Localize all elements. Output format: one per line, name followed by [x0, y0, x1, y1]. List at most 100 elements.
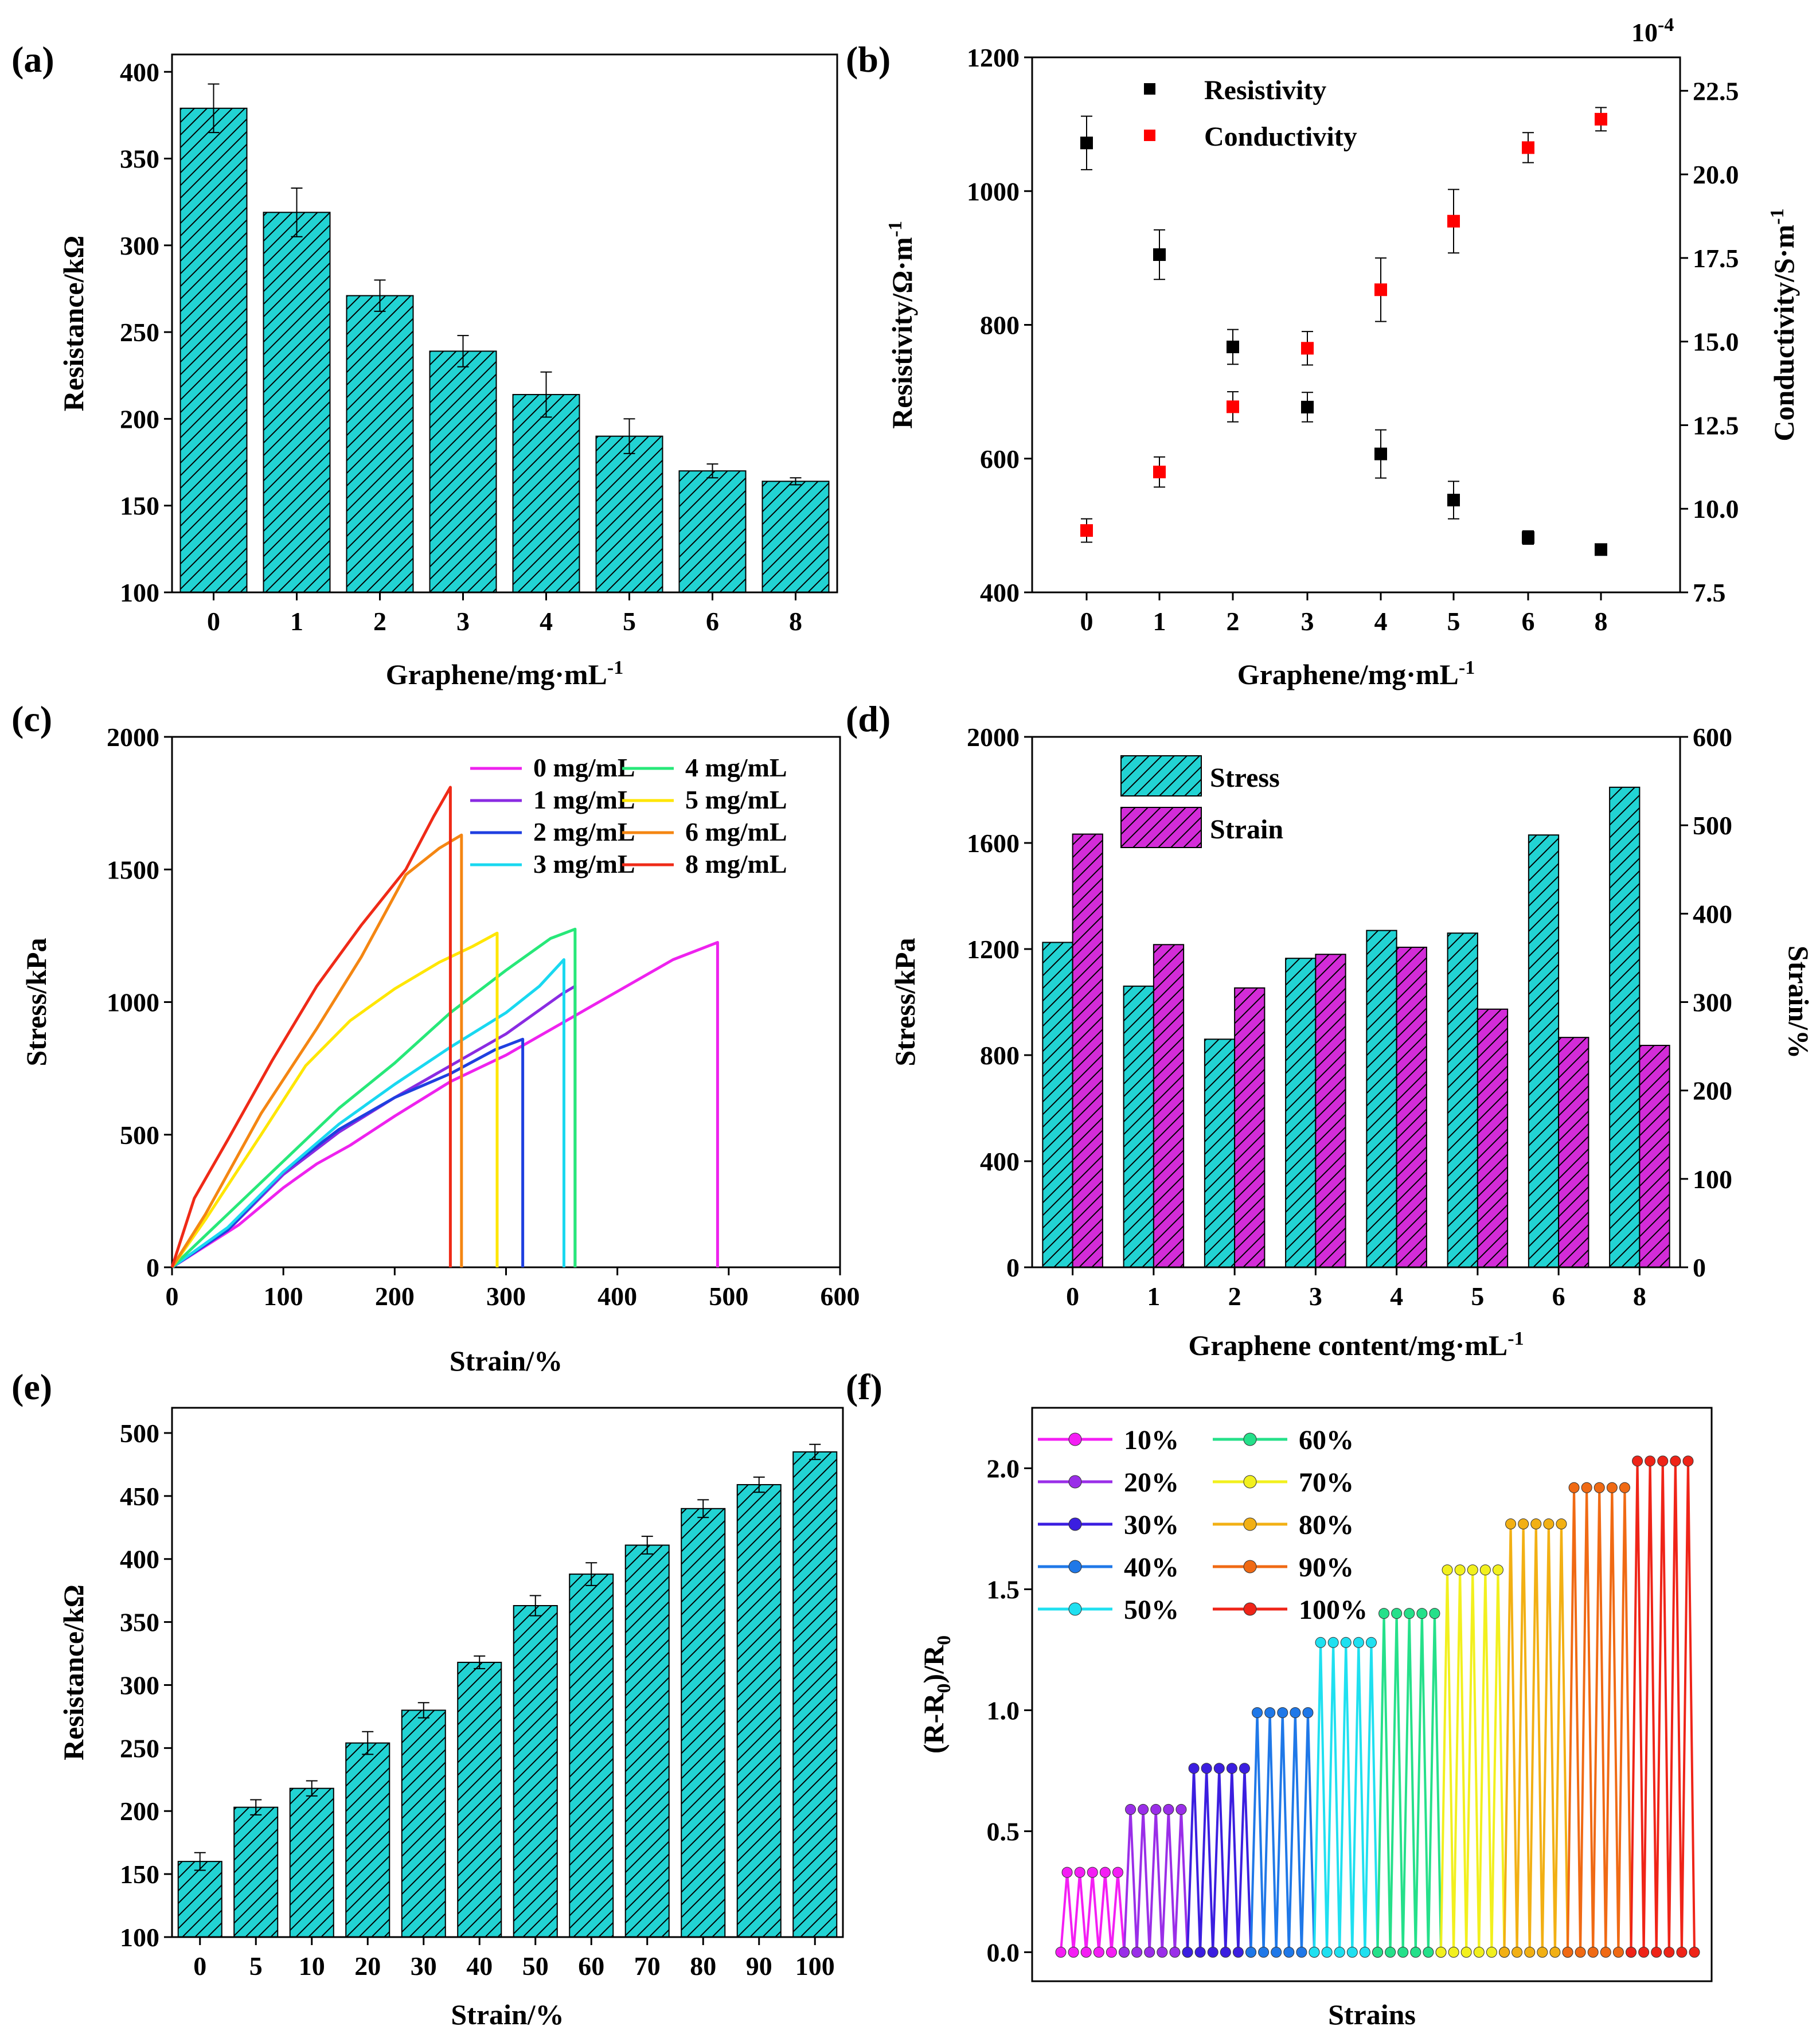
point-conductivity-8 — [1595, 112, 1607, 126]
legend-c-label-6: 6 mg/mL — [685, 817, 787, 846]
b-ytick-label-right-6: 22.5 — [1693, 76, 1739, 106]
point-f-30pct-9 — [1239, 1763, 1250, 1774]
e-xtick-label-3: 20 — [354, 1951, 381, 1981]
d-xtick-label-0: 0 — [1066, 1282, 1079, 1311]
legend-d-stress-swatch — [1120, 755, 1202, 797]
panel-label-c: (c) — [11, 698, 52, 739]
point-f-100pct-7 — [1670, 1455, 1681, 1467]
c-xtick-label-5: 500 — [709, 1282, 748, 1311]
c-x-axis-title: Strain/% — [450, 1345, 563, 1377]
e-ytick-label-left-1: 150 — [120, 1860, 159, 1889]
point-f-50pct-0 — [1309, 1946, 1320, 1958]
chart-b-resistivity-conductivity: 400 600 800 1000 1200 7.5 10.0 12.5 15.0 17.5 20.0… — [885, 14, 1800, 690]
point-f-70pct-5 — [1467, 1564, 1478, 1576]
point-f-90pct-4 — [1587, 1946, 1599, 1958]
point-f-80pct-5 — [1530, 1518, 1542, 1530]
point-f-90pct-2 — [1575, 1946, 1586, 1958]
bar-e-5 — [233, 1806, 279, 1938]
point-f-20pct-3 — [1138, 1803, 1149, 1815]
legend-c-label-5: 5 mg/mL — [685, 785, 787, 814]
chart-a-resistance-vs-graphene: 100 150 200 250 300 350 400 0 1 2 3 4 5 6 8 Graphene/mg… — [57, 53, 838, 690]
chart-c-stress-strain-curves: 0 500 1000 1500 2000 0 100 200 300 400 500 600 0 mg/… — [20, 723, 860, 1377]
point-f-80pct-1 — [1505, 1518, 1517, 1530]
b-xtick-label-3: 3 — [1301, 607, 1314, 636]
legend-f-marker-3 — [1068, 1560, 1082, 1574]
b-xtick-label-4: 4 — [1374, 607, 1388, 636]
legend-f-marker-0 — [1068, 1432, 1082, 1446]
bar-a-1 — [263, 212, 331, 593]
point-f-60pct-3 — [1391, 1608, 1403, 1619]
e-xtick-label-11: 100 — [795, 1951, 835, 1981]
chart-e-resistance-vs-strain: 100 150 200 250 300 350 400 450 500 0 5 10 20 30 40 50 6… — [57, 1407, 844, 2031]
point-conductivity-5 — [1447, 214, 1460, 228]
bar-e-60 — [569, 1574, 614, 1938]
point-f-40pct-5 — [1277, 1707, 1288, 1719]
bar-a-0 — [179, 107, 248, 594]
bar-a-2 — [346, 295, 414, 593]
point-f-100pct-3 — [1645, 1455, 1656, 1467]
e-ytick-label-left-5: 350 — [120, 1608, 159, 1637]
point-f-30pct-7 — [1226, 1763, 1237, 1774]
point-f-80pct-9 — [1556, 1518, 1567, 1530]
a-xtick-label-3: 3 — [456, 607, 470, 636]
point-f-20pct-8 — [1169, 1946, 1181, 1958]
bar-e-40 — [457, 1661, 502, 1938]
a-xtick-label-4: 4 — [540, 607, 553, 636]
legend-b-resistivity-marker — [1144, 83, 1155, 95]
legend-b-conductivity-label: Conductivity — [1204, 122, 1357, 152]
f-ytick-label-left-3: 1.5 — [987, 1575, 1020, 1604]
line-c-6-mg-mL — [170, 833, 463, 1268]
point-f-60pct-4 — [1397, 1946, 1409, 1958]
d-xtick-label-4: 4 — [1390, 1282, 1403, 1311]
point-f-100pct-9 — [1682, 1455, 1694, 1467]
point-f-60pct-5 — [1404, 1608, 1415, 1619]
bar-d-stress-3 — [1285, 958, 1317, 1268]
line-f-50pct — [1313, 1642, 1379, 1953]
e-ytick-label-left-8: 500 — [120, 1419, 159, 1448]
legend-f-marker-5 — [1243, 1432, 1257, 1446]
e-ytick-label-left-2: 200 — [120, 1797, 159, 1826]
point-f-90pct-6 — [1600, 1946, 1611, 1958]
point-f-100pct-4 — [1651, 1946, 1662, 1958]
a-xtick-label-7: 8 — [789, 607, 802, 636]
point-conductivity-2 — [1227, 400, 1239, 413]
legend-c-label-2: 2 mg/mL — [533, 817, 635, 846]
point-resistivity-5 — [1447, 494, 1460, 507]
point-f-70pct-1 — [1442, 1564, 1453, 1576]
bar-d-strain-2 — [1234, 987, 1266, 1268]
b-ytick-label-left-4: 1200 — [967, 43, 1020, 72]
legend-f-marker-1 — [1068, 1475, 1082, 1489]
point-f-70pct-2 — [1448, 1946, 1459, 1958]
legend-f-label-7: 80% — [1299, 1510, 1354, 1540]
b-ytick-label-right-5: 20.0 — [1693, 160, 1739, 189]
legend-d-strain-label: Strain — [1210, 814, 1283, 845]
bar-d-strain-5 — [1477, 1008, 1509, 1268]
point-f-70pct-4 — [1460, 1946, 1472, 1958]
point-f-90pct-9 — [1619, 1482, 1630, 1493]
point-f-20pct-5 — [1150, 1803, 1162, 1815]
line-c-3-mg-mL — [171, 958, 565, 1269]
e-xtick-label-9: 80 — [690, 1951, 716, 1981]
bar-e-90 — [736, 1484, 782, 1938]
point-f-30pct-5 — [1213, 1763, 1225, 1774]
c-xtick-label-1: 100 — [264, 1282, 303, 1311]
point-f-90pct-5 — [1594, 1482, 1605, 1493]
point-f-80pct-0 — [1499, 1946, 1510, 1958]
point-f-70pct-0 — [1435, 1946, 1447, 1958]
d-ytick-label-right-1: 100 — [1693, 1165, 1732, 1194]
line-f-100pct — [1630, 1461, 1696, 1953]
panel-label-b: (b) — [846, 39, 891, 80]
point-f-60pct-7 — [1416, 1608, 1428, 1619]
chart-d-stress-strain-bars: 0 400 800 1200 1600 2000 0 100 200 300 400 500 600 0 1… — [889, 723, 1815, 1361]
d-xtick-label-3: 3 — [1309, 1282, 1322, 1311]
c-xtick-label-2: 200 — [375, 1282, 415, 1311]
legend-f-label-1: 20% — [1124, 1467, 1179, 1498]
panel-label-a: (a) — [11, 39, 54, 80]
point-f-50pct-6 — [1346, 1946, 1358, 1958]
point-f-90pct-3 — [1581, 1482, 1592, 1493]
point-conductivity-3 — [1301, 342, 1314, 355]
bar-d-strain-8 — [1639, 1045, 1670, 1268]
point-f-30pct-6 — [1220, 1946, 1231, 1958]
b-xtick-label-2: 2 — [1227, 607, 1240, 636]
